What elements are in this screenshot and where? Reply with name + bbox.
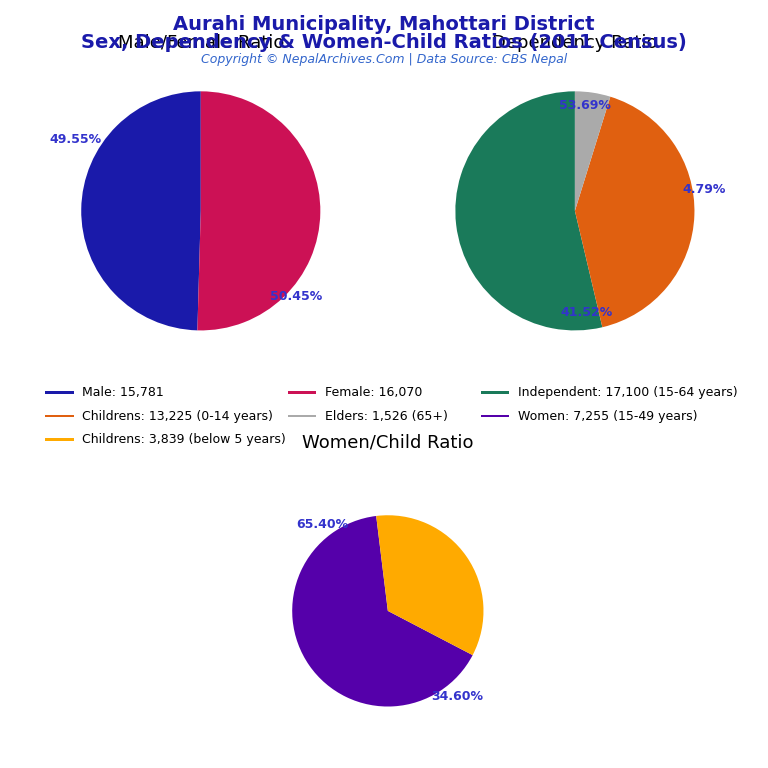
Title: Dependency Ratio: Dependency Ratio [492, 34, 657, 51]
Wedge shape [376, 515, 484, 655]
Text: Women: 7,255 (15-49 years): Women: 7,255 (15-49 years) [518, 409, 697, 422]
Text: Female: 16,070: Female: 16,070 [325, 386, 422, 399]
Text: Independent: 17,100 (15-64 years): Independent: 17,100 (15-64 years) [518, 386, 737, 399]
Text: 41.52%: 41.52% [561, 306, 613, 319]
Text: 53.69%: 53.69% [558, 99, 611, 112]
Bar [288, 391, 316, 394]
Text: Childrens: 13,225 (0-14 years): Childrens: 13,225 (0-14 years) [82, 409, 273, 422]
Text: Male: 15,781: Male: 15,781 [82, 386, 164, 399]
Wedge shape [197, 91, 320, 330]
Text: Elders: 1,526 (65+): Elders: 1,526 (65+) [325, 409, 448, 422]
Bar [481, 415, 509, 418]
Text: 50.45%: 50.45% [270, 290, 323, 303]
Text: Copyright © NepalArchives.Com | Data Source: CBS Nepal: Copyright © NepalArchives.Com | Data Sou… [201, 53, 567, 66]
Bar [288, 415, 316, 418]
Bar [481, 391, 509, 394]
Wedge shape [81, 91, 200, 330]
Title: Male/Female Ratio: Male/Female Ratio [118, 34, 284, 51]
Text: Sex, Dependency & Women-Child Ratios (2011 Census): Sex, Dependency & Women-Child Ratios (20… [81, 33, 687, 52]
Text: 65.40%: 65.40% [296, 518, 348, 531]
Text: Aurahi Municipality, Mahottari District: Aurahi Municipality, Mahottari District [174, 15, 594, 35]
Wedge shape [575, 91, 611, 211]
Wedge shape [292, 516, 472, 707]
Title: Women/Child Ratio: Women/Child Ratio [302, 434, 474, 452]
Text: 49.55%: 49.55% [49, 133, 101, 146]
Bar [45, 415, 74, 418]
Wedge shape [455, 91, 602, 330]
Text: 4.79%: 4.79% [682, 183, 726, 196]
Bar [45, 391, 74, 394]
Text: Childrens: 3,839 (below 5 years): Childrens: 3,839 (below 5 years) [82, 433, 286, 446]
Text: 34.60%: 34.60% [431, 690, 483, 703]
Wedge shape [575, 97, 694, 327]
Bar [45, 439, 74, 441]
